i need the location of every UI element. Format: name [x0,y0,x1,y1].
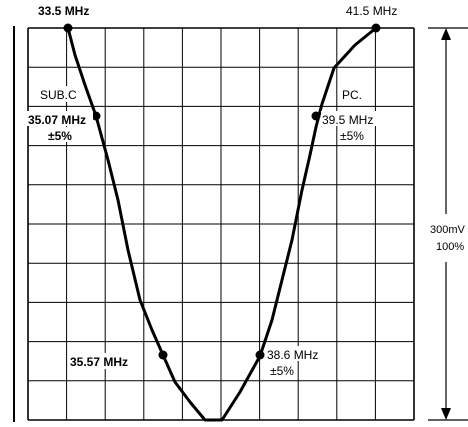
label-pc-freq: 39.5 MHz [322,113,373,127]
response-curve [66,26,377,422]
marker-dot-35-07 [91,111,101,121]
grid [27,27,415,421]
label-amplitude-percent: 100% [436,241,464,253]
label-sub-c: SUB.C [40,88,77,102]
label-low-right-freq: 38.6 MHz [267,348,318,362]
marker-dot-39-5 [311,111,321,121]
label-pc-tol: ±5% [340,129,364,143]
marker-dot-38-6 [255,350,265,360]
label-sub-c-freq: 35.07 MHz [28,113,86,127]
amplitude-arrow-up-head [441,28,451,40]
label-sub-c-tol: ±5% [48,129,72,143]
label-low-right-tol: ±5% [270,364,294,378]
amplitude-dimension [428,27,468,421]
label-top-right-freq: 41.5 MHz [346,4,397,18]
marker-dot-41-5 [371,23,381,33]
marker-dot-35-57 [158,350,168,360]
label-amplitude-value: 300mV [430,224,466,236]
label-top-left-freq: 33.5 MHz [38,4,89,18]
amplitude-arrow-down-head [441,408,451,420]
label-low-left-freq: 35.57 MHz [70,355,128,369]
label-pc: PC. [342,88,362,102]
marker-dot-33-5 [63,23,73,33]
